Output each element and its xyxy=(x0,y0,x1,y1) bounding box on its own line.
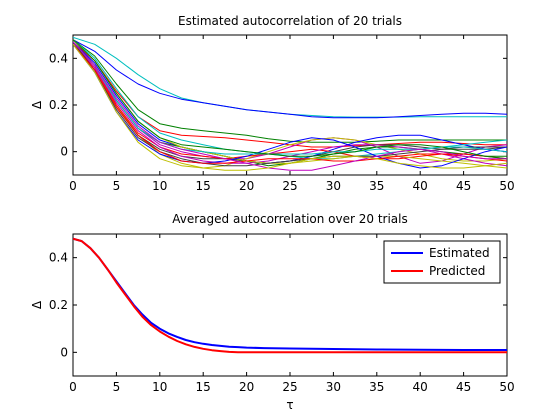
legend-label-estimated: Estimated xyxy=(429,246,490,260)
axes-bottom-ylabel: Δ xyxy=(30,300,44,309)
axes-top-series-line-20 xyxy=(73,43,507,171)
axes-top-ticks: 0 5 10 15 20 25 30 35 40 45 50 0 0.2 0.4 xyxy=(49,35,515,193)
axes-bottom-xtick-label: 0 xyxy=(69,380,77,394)
legend-box xyxy=(383,240,501,284)
axes-bottom-xtick-label: 5 xyxy=(113,380,121,394)
axes-bottom-title: Averaged autocorrelation over 20 trials xyxy=(172,212,408,226)
axes-top-xtick-label: 45 xyxy=(456,179,471,193)
axes-top-xtick-label: 10 xyxy=(152,179,167,193)
axes-top-series-line-5 xyxy=(73,41,507,164)
axes-top-series-line-11 xyxy=(73,43,507,160)
axes-top-series-line-6 xyxy=(73,41,507,169)
axes-top-ylabel: Δ xyxy=(30,100,44,109)
axes-top-xtick-label: 0 xyxy=(69,179,77,193)
axes-bottom-xtick-label: 30 xyxy=(326,380,341,394)
axes-top-ytick-label: 0.2 xyxy=(49,98,68,112)
axes-bottom-ytick-label: 0.2 xyxy=(49,298,68,312)
axes-top-xtick-label: 50 xyxy=(499,179,514,193)
axes-top-xtick-label: 20 xyxy=(239,179,254,193)
legend-label-predicted: Predicted xyxy=(429,264,485,278)
axes-top-xtick-label: 35 xyxy=(369,179,384,193)
axes-bottom-xtick-label: 45 xyxy=(456,380,471,394)
axes-bottom-ticks: 0 5 10 15 20 25 30 35 40 45 50 0 0.2 0.4 xyxy=(49,234,515,394)
axes-top-series-line-15 xyxy=(73,43,507,169)
axes-top-series-line-17 xyxy=(73,39,507,160)
axes-top-xtick-label: 5 xyxy=(113,179,121,193)
axes-top-series-line-2 xyxy=(73,39,507,119)
axes-bottom-xtick-label: 25 xyxy=(282,380,297,394)
axes-bottom-xtick-label: 20 xyxy=(239,380,254,394)
axes-top-xtick-label: 15 xyxy=(196,179,211,193)
axes-bottom-xtick-label: 10 xyxy=(152,380,167,394)
axes-top-xtick-label: 30 xyxy=(326,179,341,193)
axes-top-series xyxy=(73,36,507,171)
axes-top-xtick-label: 40 xyxy=(413,179,428,193)
axes-bottom-xtick-label: 35 xyxy=(369,380,384,394)
axes-top-title: Estimated autocorrelation of 20 trials xyxy=(178,14,402,28)
axes-top-ytick-label: 0 xyxy=(60,145,68,159)
axes-bottom-xtick-label: 50 xyxy=(499,380,514,394)
axes-top-series-line-3 xyxy=(73,39,507,143)
axes-bottom-xtick-label: 40 xyxy=(413,380,428,394)
axes-top-series-line-16 xyxy=(73,41,507,155)
axes-bottom-series xyxy=(73,237,507,354)
axes-bottom-series-line-predicted xyxy=(73,237,507,354)
axes-bottom-xtick-label: 15 xyxy=(196,380,211,394)
axes-bottom-ytick-label: 0 xyxy=(60,345,68,359)
axes-bottom-panel: Averaged autocorrelation over 20 trials … xyxy=(30,212,515,412)
axes-top-series-line-18 xyxy=(73,43,507,164)
axes-top-ytick-label: 0.4 xyxy=(49,51,68,65)
axes-top-series-line-14 xyxy=(73,41,507,167)
legend: Estimated Predicted xyxy=(383,240,501,284)
axes-bottom-xlabel: τ xyxy=(286,398,293,412)
axes-top-xtick-label: 25 xyxy=(282,179,297,193)
axes-bottom-ytick-label: 0.4 xyxy=(49,251,68,265)
axes-top-series-line-19 xyxy=(73,41,507,171)
axes-top-panel: Estimated autocorrelation of 20 trials Δ… xyxy=(30,14,515,193)
